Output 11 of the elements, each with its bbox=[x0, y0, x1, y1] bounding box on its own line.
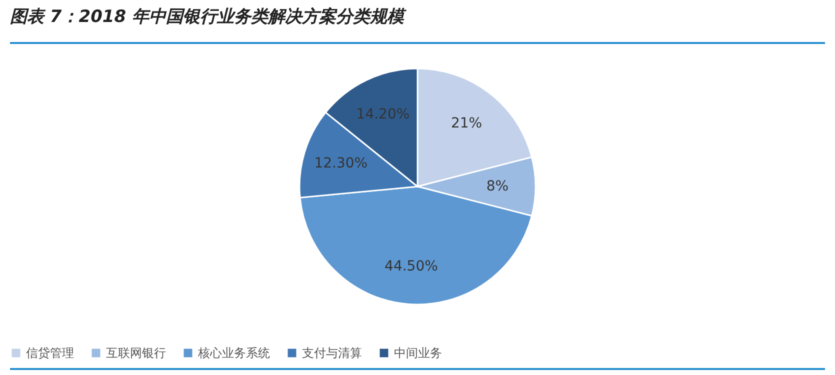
data-label: 21% bbox=[450, 115, 482, 132]
legend-label: 信贷管理 bbox=[26, 346, 74, 360]
data-label: 44.50% bbox=[384, 258, 438, 274]
legend-label: 支付与清算 bbox=[302, 346, 362, 360]
chart-title: 图表 7：2018 年中国银行业务类解决方案分类规模 bbox=[10, 6, 407, 27]
data-label: 8% bbox=[486, 178, 509, 194]
legend-label: 中间业务 bbox=[394, 346, 442, 360]
legend-label: 核心业务系统 bbox=[197, 346, 270, 360]
legend-label: 互联网银行 bbox=[106, 346, 166, 360]
data-label: 12.30% bbox=[314, 155, 368, 172]
data-label: 14.20% bbox=[356, 106, 410, 122]
